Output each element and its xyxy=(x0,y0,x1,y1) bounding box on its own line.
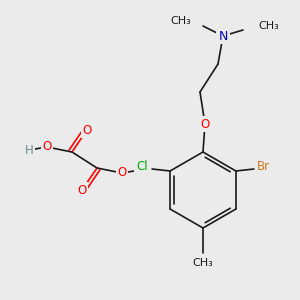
Text: O: O xyxy=(117,167,127,179)
Text: CH₃: CH₃ xyxy=(193,258,213,268)
Text: N: N xyxy=(218,29,228,43)
Text: O: O xyxy=(82,124,91,136)
Text: Cl: Cl xyxy=(136,160,148,172)
Text: H: H xyxy=(25,143,33,157)
Text: Br: Br xyxy=(257,160,271,172)
Text: O: O xyxy=(42,140,52,154)
Text: H: H xyxy=(136,164,144,176)
Text: CH₃: CH₃ xyxy=(258,21,279,31)
Text: O: O xyxy=(77,184,87,196)
Text: O: O xyxy=(200,118,210,130)
Text: CH₃: CH₃ xyxy=(170,16,191,26)
